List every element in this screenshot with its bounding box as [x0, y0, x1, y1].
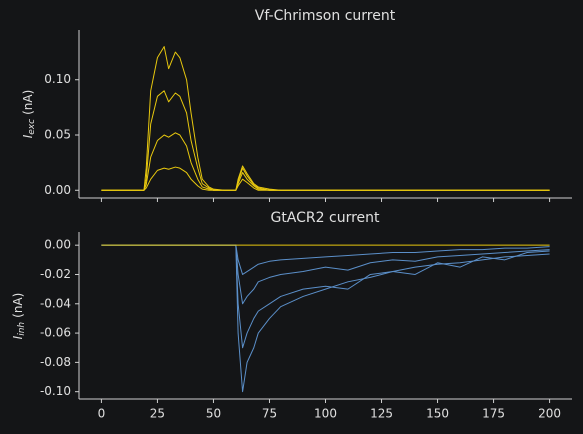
y-label-unit: (nA) — [21, 90, 35, 115]
x-tick-label: 0 — [98, 407, 106, 421]
y-tick-label: 0.10 — [44, 72, 71, 86]
x-tick-label: 175 — [482, 407, 505, 421]
y-label-symbol: I — [11, 335, 25, 339]
trace — [101, 244, 550, 349]
y-tick-label: -0.08 — [40, 355, 71, 369]
y-tick-label: -0.04 — [40, 296, 71, 310]
y-tick-label: -0.10 — [40, 384, 71, 398]
trace — [101, 244, 550, 305]
y-label-symbol: I — [21, 134, 35, 138]
y-tick-label: 0.00 — [44, 183, 71, 197]
x-tick-label: 200 — [538, 407, 561, 421]
x-tick-label: 25 — [150, 407, 165, 421]
y-axis-label: Iinh (nA) — [11, 293, 27, 340]
y-axis-label: Iexc (nA) — [21, 90, 37, 139]
y-tick-label: 0.05 — [44, 128, 71, 142]
trace — [101, 46, 550, 191]
y-tick-label: -0.02 — [40, 267, 71, 281]
x-tick-label: 50 — [206, 407, 221, 421]
y-tick-label: -0.06 — [40, 326, 71, 340]
trace — [101, 166, 550, 191]
chart-title: Vf-Chrimson current — [255, 8, 396, 24]
y-tick-label: 0.00 — [44, 238, 71, 252]
x-tick-label: 125 — [370, 407, 393, 421]
y-label-subscript: exc — [27, 119, 37, 135]
chart-title: GtACR2 current — [270, 210, 380, 226]
trace — [101, 90, 550, 191]
y-label-subscript: inh — [17, 322, 27, 336]
x-tick-label: 150 — [426, 407, 449, 421]
trace — [101, 132, 550, 191]
y-label-unit: (nA) — [11, 293, 25, 318]
x-tick-label: 75 — [262, 407, 277, 421]
x-tick-label: 100 — [314, 407, 337, 421]
